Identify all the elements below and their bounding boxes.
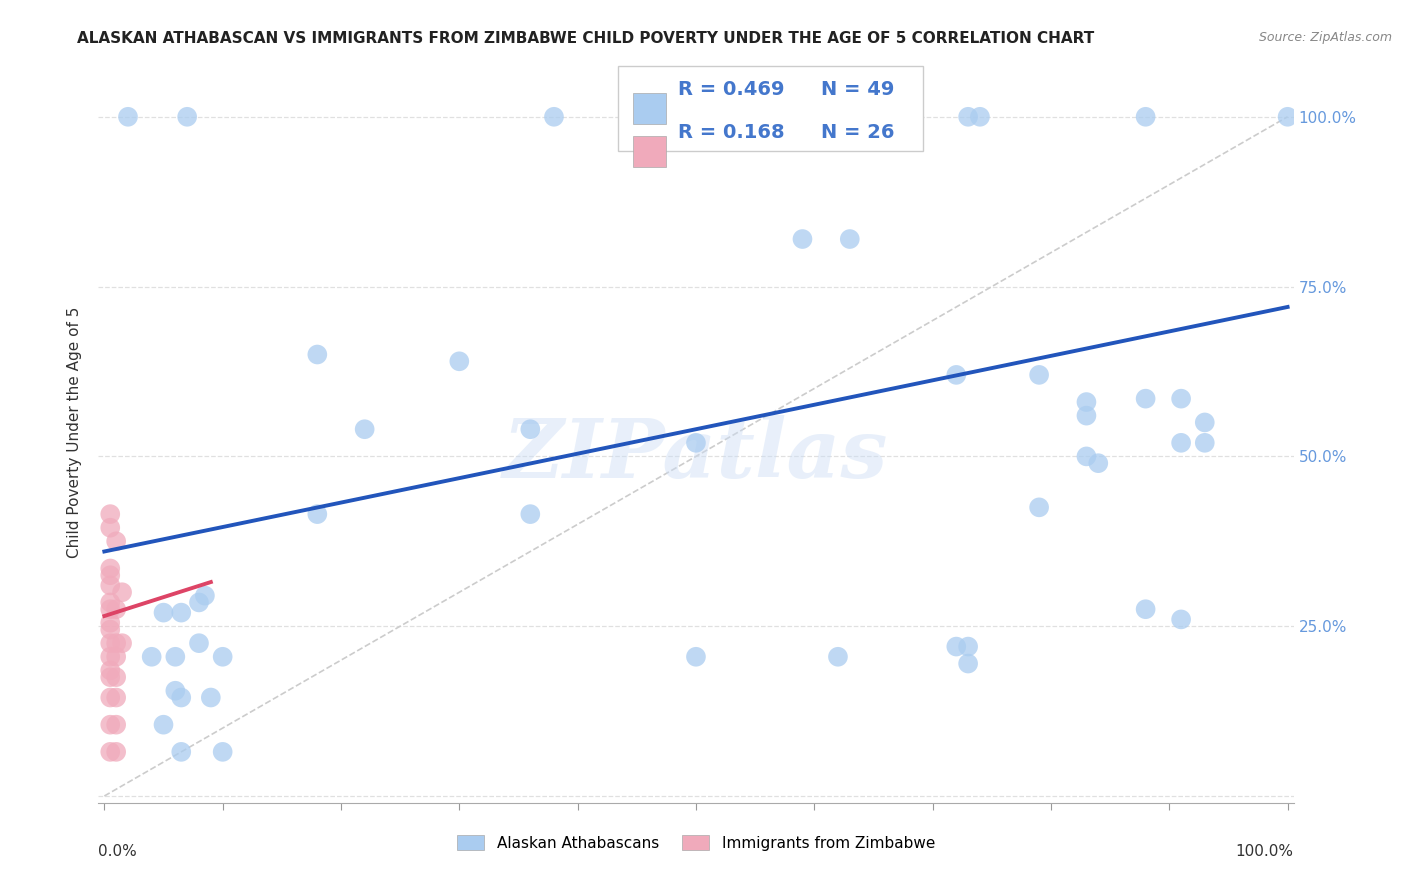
- Point: [1277, 110, 1299, 124]
- Point: [105, 636, 128, 650]
- Point: [98, 561, 121, 575]
- Point: [1076, 450, 1098, 464]
- Point: [1170, 612, 1192, 626]
- Point: [98, 745, 121, 759]
- Text: N = 49: N = 49: [821, 80, 894, 100]
- Text: R = 0.168: R = 0.168: [678, 123, 785, 142]
- Point: [98, 670, 121, 684]
- Point: [98, 690, 121, 705]
- Point: [1170, 435, 1192, 450]
- Point: [945, 640, 967, 654]
- FancyBboxPatch shape: [619, 66, 922, 152]
- Point: [685, 649, 707, 664]
- Text: N = 26: N = 26: [821, 123, 896, 142]
- Point: [200, 690, 222, 705]
- Point: [98, 717, 121, 731]
- Point: [141, 649, 163, 664]
- Text: ALASKAN ATHABASCAN VS IMMIGRANTS FROM ZIMBABWE CHILD POVERTY UNDER THE AGE OF 5 : ALASKAN ATHABASCAN VS IMMIGRANTS FROM ZI…: [77, 31, 1095, 46]
- Point: [152, 606, 174, 620]
- Point: [1028, 500, 1050, 515]
- Point: [105, 602, 128, 616]
- Point: [111, 636, 134, 650]
- Point: [957, 110, 980, 124]
- Point: [98, 664, 121, 678]
- Text: 0.0%: 0.0%: [98, 844, 138, 858]
- Bar: [633, 93, 666, 124]
- Point: [543, 110, 565, 124]
- Point: [1135, 392, 1157, 406]
- Point: [957, 640, 980, 654]
- Point: [165, 683, 187, 698]
- Bar: [633, 136, 666, 167]
- Legend: Alaskan Athabascans, Immigrants from Zimbabwe: Alaskan Athabascans, Immigrants from Zim…: [457, 835, 935, 851]
- Point: [98, 568, 121, 582]
- Point: [1076, 395, 1098, 409]
- Point: [519, 422, 541, 436]
- Point: [1194, 416, 1216, 430]
- Text: Source: ZipAtlas.com: Source: ZipAtlas.com: [1258, 31, 1392, 45]
- Point: [211, 649, 233, 664]
- Point: [152, 717, 174, 731]
- Point: [945, 368, 967, 382]
- Point: [957, 657, 980, 671]
- Point: [307, 347, 329, 361]
- Point: [1135, 602, 1157, 616]
- Point: [1087, 456, 1109, 470]
- Point: [449, 354, 471, 368]
- Point: [519, 507, 541, 521]
- Point: [188, 636, 211, 650]
- Point: [838, 232, 860, 246]
- Point: [685, 435, 707, 450]
- Point: [105, 649, 128, 664]
- Point: [1076, 409, 1098, 423]
- Point: [165, 649, 187, 664]
- Point: [98, 615, 121, 630]
- Point: [969, 110, 991, 124]
- Point: [1028, 368, 1050, 382]
- Point: [188, 595, 211, 609]
- Point: [211, 745, 233, 759]
- Point: [1170, 392, 1192, 406]
- Text: ZIPatlas: ZIPatlas: [503, 415, 889, 495]
- Point: [176, 110, 198, 124]
- Point: [307, 507, 329, 521]
- Point: [1135, 110, 1157, 124]
- Point: [105, 690, 128, 705]
- Point: [105, 745, 128, 759]
- Point: [170, 606, 193, 620]
- Point: [170, 745, 193, 759]
- Point: [98, 578, 121, 592]
- Point: [98, 507, 121, 521]
- Point: [1194, 435, 1216, 450]
- Point: [827, 649, 849, 664]
- Text: R = 0.469: R = 0.469: [678, 80, 785, 100]
- Point: [98, 602, 121, 616]
- Point: [98, 623, 121, 637]
- Point: [98, 521, 121, 535]
- Point: [98, 649, 121, 664]
- Point: [105, 717, 128, 731]
- Point: [98, 636, 121, 650]
- Text: 100.0%: 100.0%: [1236, 844, 1294, 858]
- Point: [111, 585, 134, 599]
- Point: [105, 670, 128, 684]
- Point: [353, 422, 375, 436]
- Point: [98, 595, 121, 609]
- Point: [117, 110, 139, 124]
- Point: [105, 534, 128, 549]
- Y-axis label: Child Poverty Under the Age of 5: Child Poverty Under the Age of 5: [67, 307, 83, 558]
- Point: [194, 589, 217, 603]
- Point: [792, 232, 814, 246]
- Point: [170, 690, 193, 705]
